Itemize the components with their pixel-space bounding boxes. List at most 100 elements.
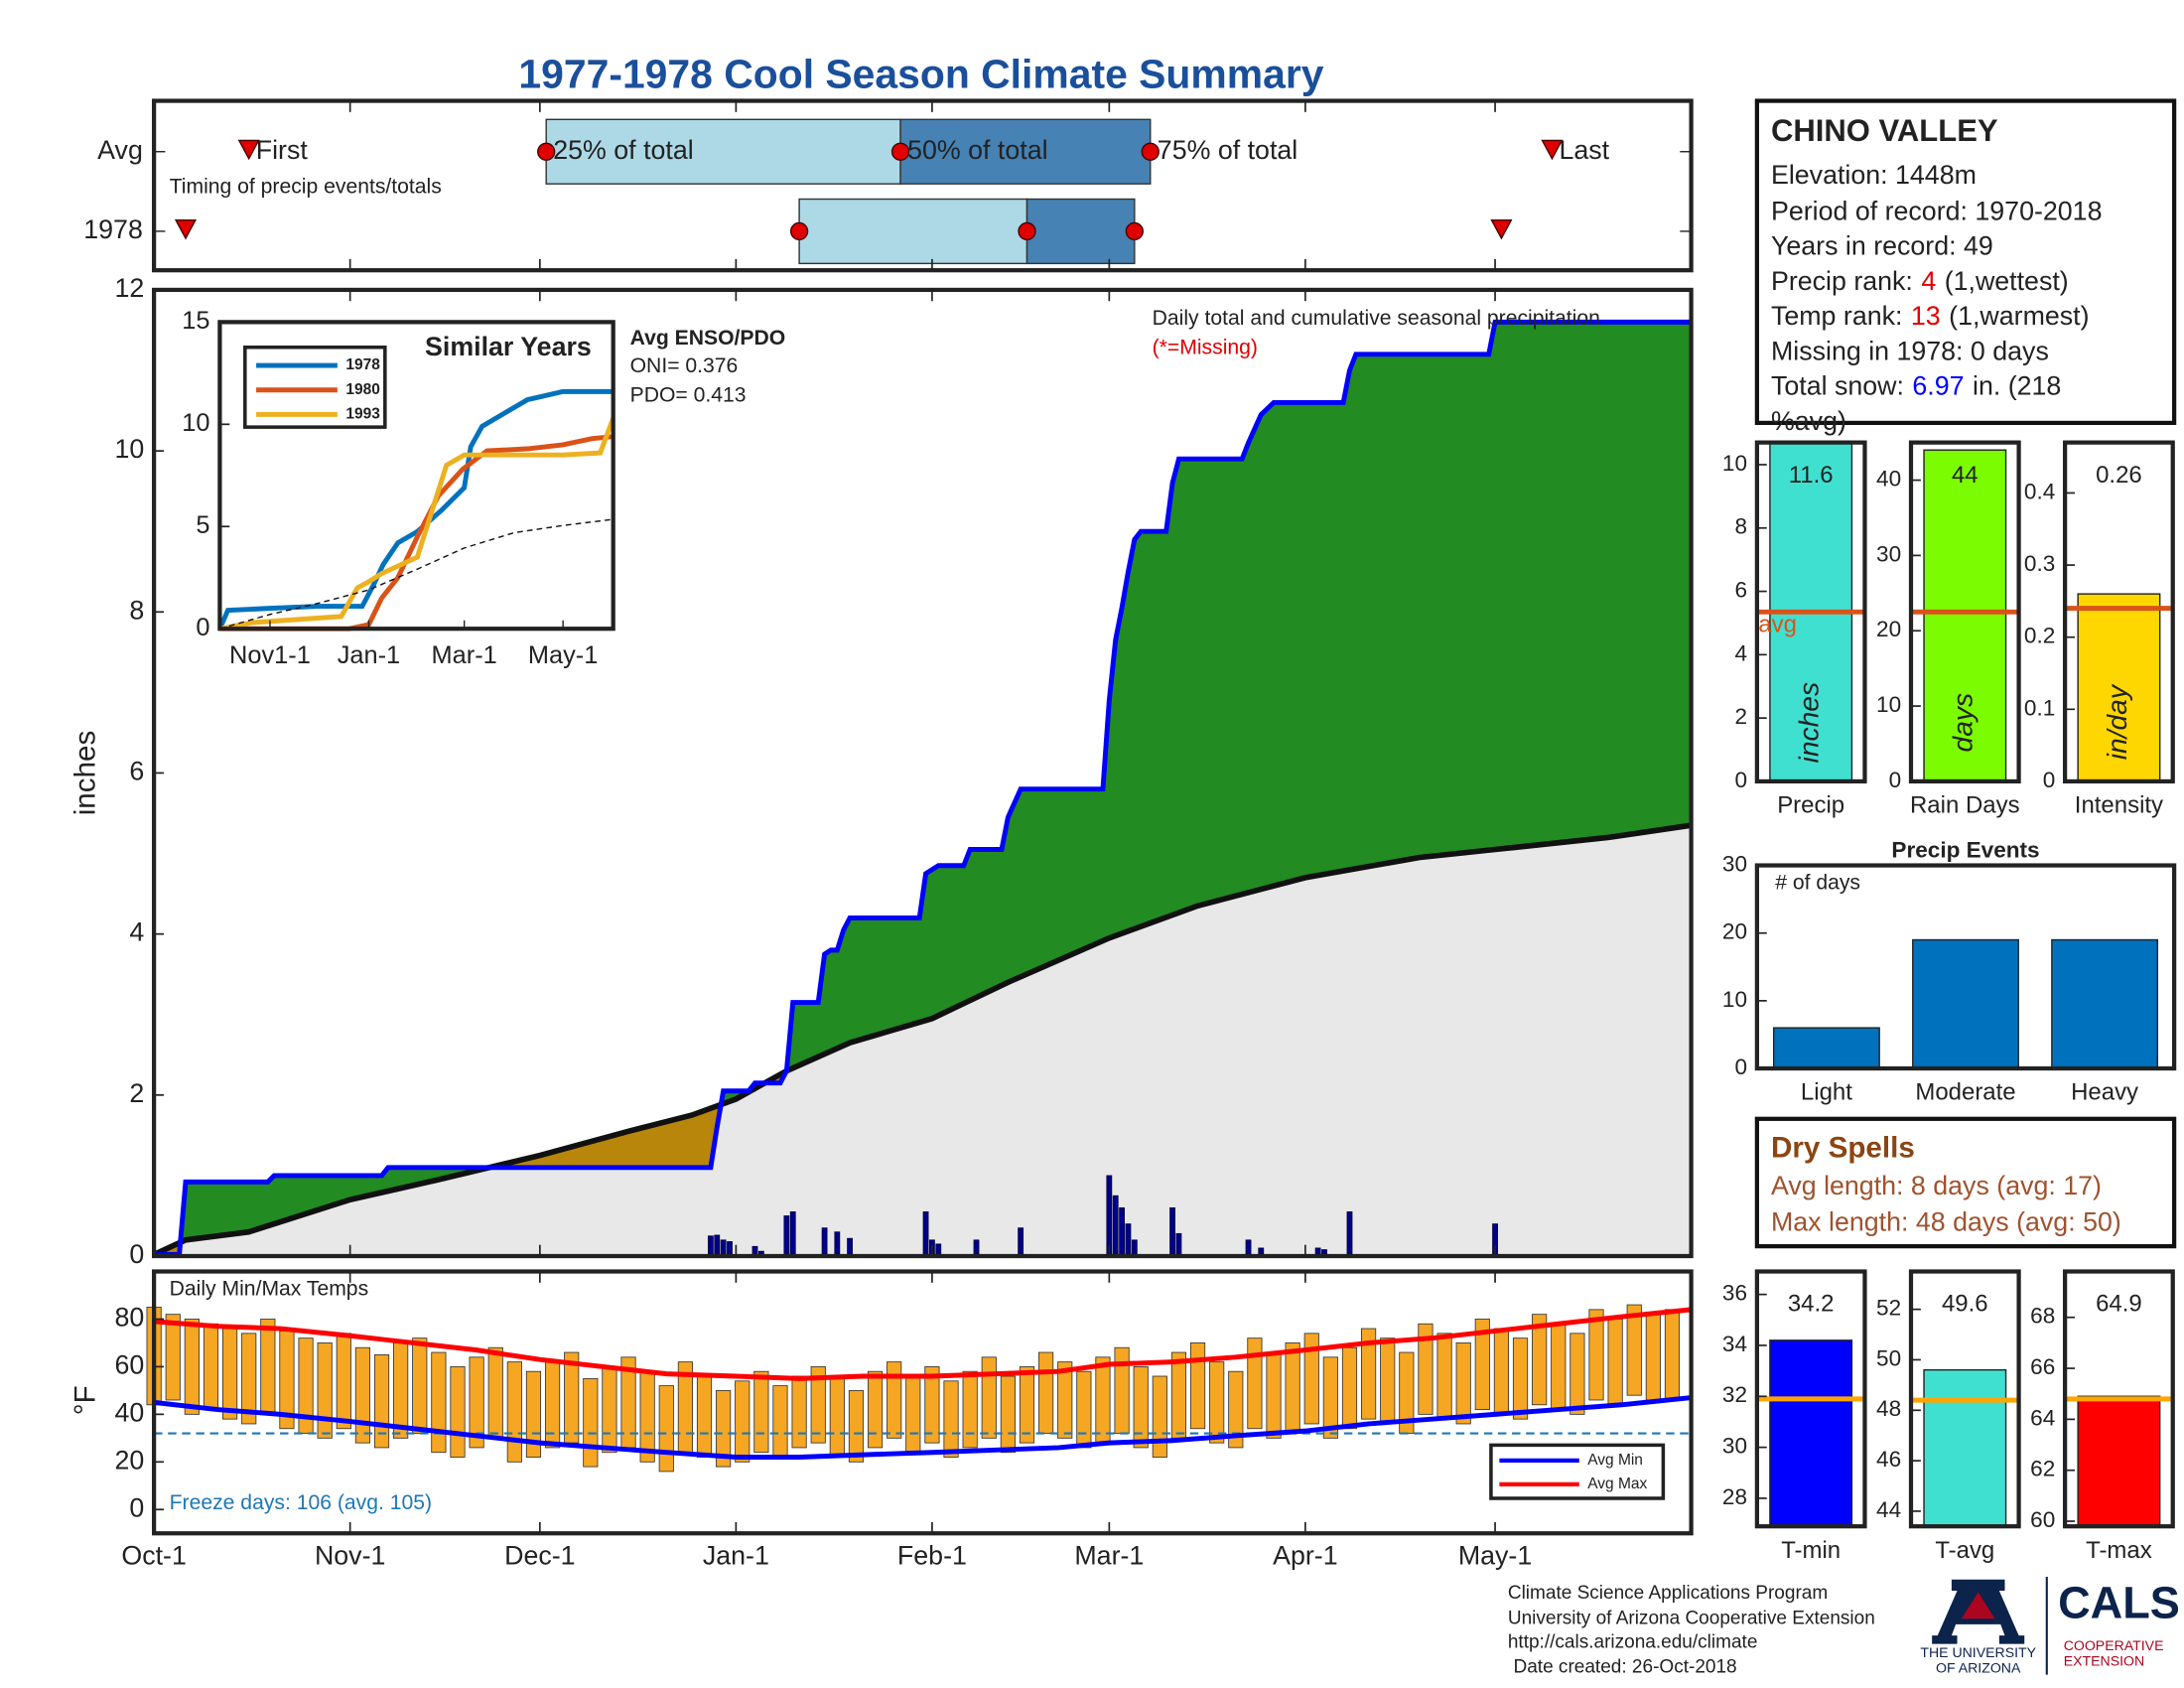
temp-range-bar (1532, 1314, 1548, 1406)
logo-text: EXTENSION (2064, 1653, 2144, 1669)
plot-frame (152, 287, 1694, 1259)
x-tick-label: May-1 (528, 641, 599, 669)
bar (1923, 449, 2007, 781)
temp-range-bar (354, 1346, 371, 1444)
y-tick-label: 4 (129, 917, 144, 947)
dry-spells-box (1754, 1116, 2177, 1249)
legend-label: Avg Min (1587, 1452, 1643, 1469)
y-tick-label: 46 (1876, 1447, 1901, 1472)
temp-range-bar (848, 1389, 865, 1463)
temp-range-bar (1341, 1346, 1358, 1430)
y-axis-label: °F (68, 1385, 101, 1415)
x-tick-label: Mar-1 (432, 641, 497, 669)
dry-spells-line: Avg length: 8 days (avg: 17) (1771, 1171, 2102, 1200)
note: in. (218 (1973, 371, 2061, 401)
temp-range-bar (735, 1380, 751, 1463)
temp-range-bar (544, 1361, 561, 1449)
x-tick-label: Light (1801, 1079, 1852, 1106)
bar (2051, 938, 2159, 1069)
bar (1772, 1027, 1880, 1069)
legend-label: 1980 (345, 381, 379, 398)
daily-precip-bar (1106, 1175, 1113, 1257)
temp-range-bar (943, 1380, 959, 1458)
dry-spells-line: Max length: 48 days (avg: 50) (1771, 1207, 2121, 1237)
temp-range-bar (1418, 1323, 1433, 1415)
data-label: 44 (1952, 462, 1979, 489)
temp-range-bar (1170, 1351, 1187, 1439)
temp-range-bar (1152, 1375, 1167, 1458)
daily-precip-bar (1119, 1206, 1125, 1257)
daily-precip-bar (727, 1241, 733, 1257)
y-tick-label: 10 (182, 409, 209, 437)
y-tick-label: 60 (2030, 1507, 2055, 1532)
y-tick-label: 2 (129, 1078, 144, 1108)
footer-line: Climate Science Applications Program (1508, 1583, 1828, 1604)
x-tick-label: T-min (1781, 1537, 1841, 1564)
y-tick-label: 10 (1876, 692, 1901, 717)
temp-range-bar (1645, 1314, 1661, 1401)
unit-label: days (1947, 693, 1979, 753)
y-tick-label: 5 (196, 511, 209, 539)
y-tick-label: 68 (2030, 1304, 2055, 1329)
plot-frame (1908, 440, 2021, 784)
y-tick-label: 40 (114, 1397, 144, 1427)
y-tick-label: 2 (1734, 704, 1747, 729)
temp-range-bar (469, 1356, 484, 1449)
timing-triangle (174, 218, 198, 240)
plot-frame (1754, 440, 1867, 784)
temp-range-bar (393, 1342, 409, 1439)
data-label: 11.6 (1789, 462, 1834, 489)
y-tick-label: 40 (1876, 467, 1901, 492)
timing-box (1025, 198, 1136, 265)
enso-line: ONI= 0.376 (630, 354, 739, 377)
x-tick-label: Intensity (2075, 792, 2163, 819)
y-tick-label: 48 (1876, 1396, 1901, 1421)
temp-range-bar (506, 1361, 522, 1463)
temp-range-bar (1266, 1351, 1282, 1439)
temp-range-bar (962, 1370, 978, 1449)
y-tick-label: 15 (182, 307, 209, 335)
temp-range-bar (298, 1337, 314, 1434)
timing-triangle (1541, 139, 1564, 161)
daily-precip-bar (834, 1231, 841, 1257)
temp-range-bar (525, 1370, 542, 1458)
timing-marker (789, 221, 809, 241)
y-tick-label: 28 (1722, 1484, 1747, 1509)
y-tick-label: 0.2 (2024, 624, 2055, 648)
timing-marker (1141, 142, 1160, 161)
temp-range-bar (1303, 1333, 1319, 1425)
temp-range-bar (431, 1351, 447, 1454)
timing-label: 25% of total (553, 135, 693, 165)
temp-range-bar (260, 1319, 276, 1415)
temp-range-bar (981, 1356, 997, 1439)
timing-triangle (1490, 218, 1513, 240)
base-fill (154, 825, 1692, 1257)
y-tick-label: 0.3 (2024, 551, 2055, 576)
daily-precip-bar (714, 1234, 721, 1257)
unit-label: in/day (2101, 683, 2132, 760)
y-tick-label: 0 (129, 1239, 144, 1269)
timing-marker (1018, 221, 1036, 241)
freeze-note: Freeze days: 106 (avg. 105) (170, 1491, 432, 1514)
temp-range-bar (412, 1337, 428, 1434)
bar (2077, 1395, 2161, 1527)
y-tick-label: 0 (196, 614, 209, 641)
y-tick-label: 32 (1722, 1382, 1747, 1407)
x-tick-label: Dec-1 (504, 1540, 575, 1570)
temp-range-bar (336, 1333, 351, 1430)
station-line: Total snow: 6.97 in. (218 (1771, 371, 2061, 401)
timing-box (798, 198, 1028, 265)
temp-range-bar (1000, 1375, 1016, 1454)
temp-range-bar (887, 1361, 902, 1439)
plot-frame (152, 98, 1694, 273)
daily-precip-bar (783, 1215, 790, 1257)
x-tick-label: Apr-1 (1273, 1540, 1337, 1570)
logo-text: THE UNIVERSITY (1920, 1644, 2036, 1660)
rank-value: 13 (1911, 301, 1941, 331)
temp-range-bar (1570, 1333, 1585, 1415)
temp-range-bar (450, 1365, 466, 1458)
rank-value: 4 (1921, 266, 1936, 296)
y-tick-label: 10 (114, 434, 144, 464)
y-tick-label: 0 (1889, 768, 1902, 792)
